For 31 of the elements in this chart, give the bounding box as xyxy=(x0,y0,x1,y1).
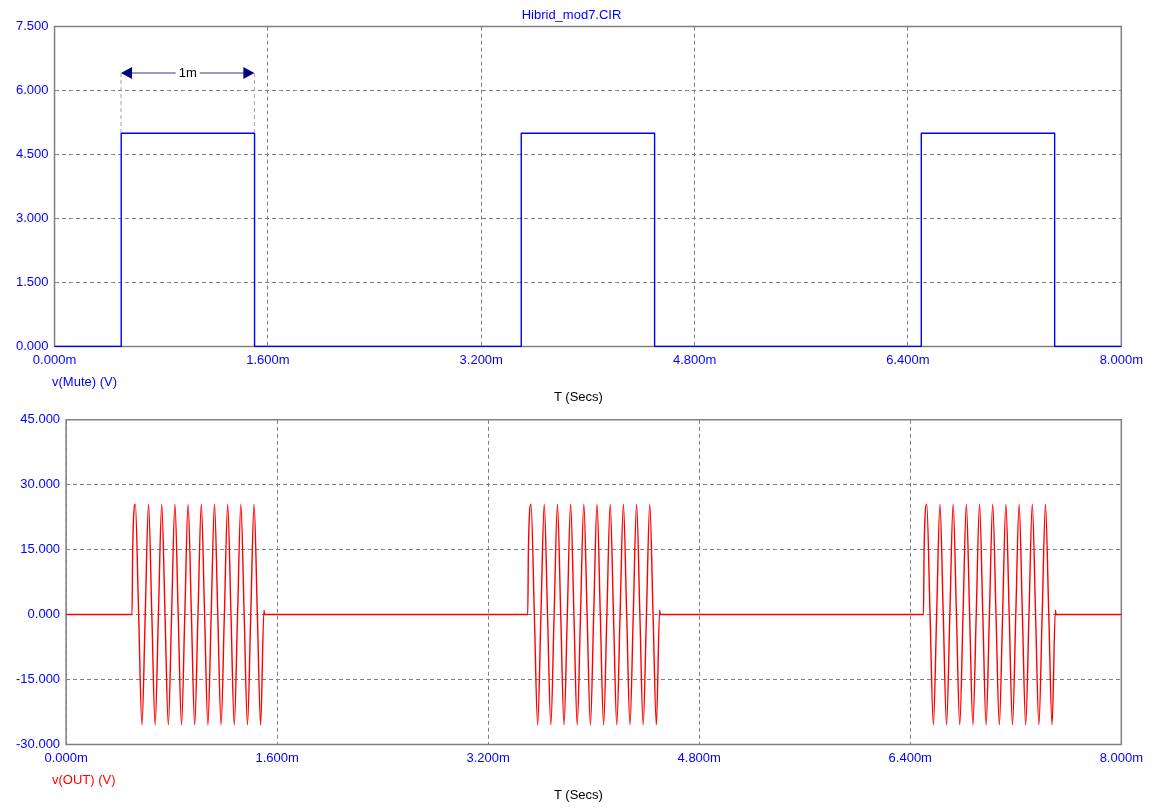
x-axis-title: T (Secs) xyxy=(553,787,604,802)
y-tick-label: 6.000 xyxy=(15,82,49,98)
chart-title: Hibrid_mod7.CIR xyxy=(521,7,622,23)
x-tick-label: 3.200m xyxy=(459,351,503,367)
x-tick-label: 6.400m xyxy=(886,351,930,367)
text: v(OUT) (V) xyxy=(52,772,116,787)
line-series xyxy=(65,503,1123,726)
y-tick-label: 0.000 xyxy=(15,337,49,353)
y-tick-label: -15.000 xyxy=(16,671,61,687)
x-tick-label: 1.600m xyxy=(255,749,299,765)
y-tick-label: 3.000 xyxy=(15,210,49,226)
x-tick-label: 0.000m xyxy=(32,351,77,367)
annotation: 1m xyxy=(178,64,197,80)
x-tick-label: 1.600m xyxy=(246,351,290,367)
y-tick-label: 45.000 xyxy=(20,411,61,427)
x-tick-label: 8.000m xyxy=(1099,749,1144,765)
y-tick-label: 15.000 xyxy=(20,541,61,557)
x-tick-label: 0.000m xyxy=(44,749,88,765)
y-tick-label: 30.000 xyxy=(20,476,61,492)
x-axis-title: T (Secs) xyxy=(553,389,604,404)
x-tick-label: 4.800m xyxy=(677,749,721,765)
x-tick-label: 3.200m xyxy=(466,749,510,765)
x-tick-label: 8.000m xyxy=(1099,351,1144,367)
x-tick-label: 6.400m xyxy=(888,749,932,765)
y-tick-label: 7.500 xyxy=(15,18,49,34)
y-tick-label: 0.000 xyxy=(27,606,61,622)
text: v(Mute) (V) xyxy=(52,374,117,389)
y-tick-label: 1.500 xyxy=(15,274,49,290)
x-tick-label: 4.800m xyxy=(672,351,717,367)
y-tick-label: 4.500 xyxy=(15,146,49,162)
y-tick-label: -30.000 xyxy=(16,735,61,751)
